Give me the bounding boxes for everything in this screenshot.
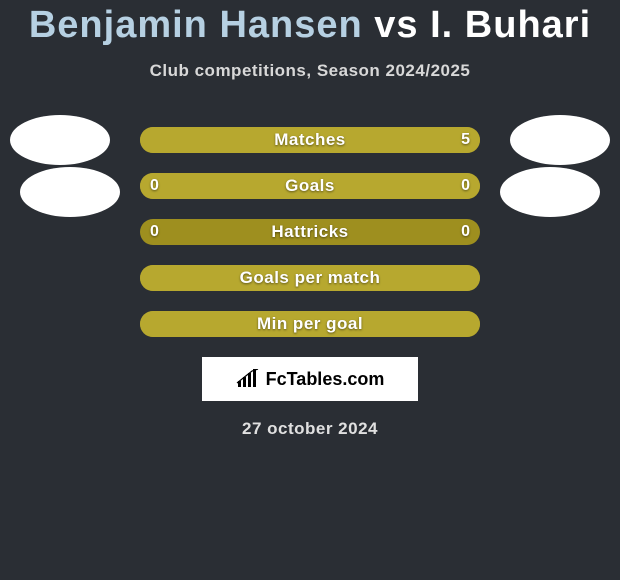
brand-text: FcTables.com [266, 369, 385, 390]
avatar-player1-a [10, 115, 110, 165]
stat-row: Min per goal [140, 311, 480, 337]
stat-label: Hattricks [271, 222, 348, 242]
date-label: 27 october 2024 [0, 419, 620, 439]
player1-name: Benjamin Hansen [29, 4, 363, 46]
stat-value-right: 0 [461, 177, 470, 195]
stat-label: Goals per match [240, 268, 381, 288]
vs-label: vs [374, 4, 418, 46]
comparison-card: Benjamin Hansen vs I. Buhari Club compet… [0, 0, 620, 439]
stat-row: 0 0 Goals [140, 173, 480, 199]
brand-box[interactable]: FcTables.com [202, 357, 418, 401]
stat-row: 5 Matches [140, 127, 480, 153]
player2-name: I. Buhari [430, 4, 591, 46]
subtitle: Club competitions, Season 2024/2025 [0, 61, 620, 81]
stat-value-left: 0 [150, 223, 159, 241]
stat-value-right: 0 [461, 223, 470, 241]
stat-value-left: 0 [150, 177, 159, 195]
stat-label: Matches [274, 130, 346, 150]
stat-row: 0 0 Hattricks [140, 219, 480, 245]
bar-chart-icon [236, 369, 262, 389]
stat-row: Goals per match [140, 265, 480, 291]
page-title: Benjamin Hansen vs I. Buhari [0, 4, 620, 47]
stat-label: Min per goal [257, 314, 363, 334]
stat-label: Goals [285, 176, 335, 196]
stat-value-right: 5 [461, 131, 470, 149]
avatar-player2-a [510, 115, 610, 165]
avatar-player1-b [20, 167, 120, 217]
avatar-player2-b [500, 167, 600, 217]
stat-rows: 5 Matches 0 0 Goals 0 0 Hattricks Goals per matc… [140, 127, 480, 337]
